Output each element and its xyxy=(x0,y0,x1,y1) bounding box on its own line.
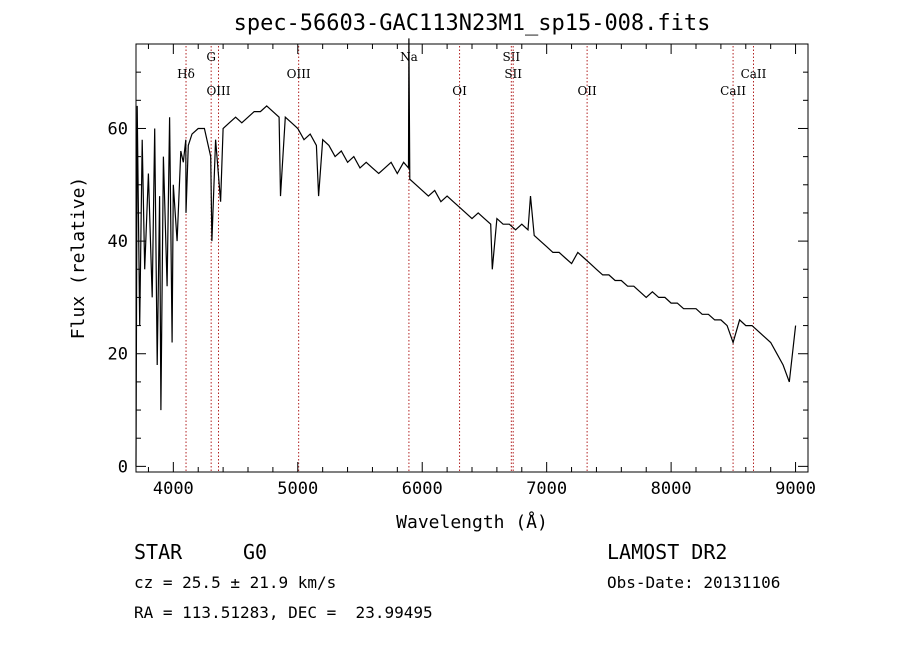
y-axis-label: Flux (relative) xyxy=(68,177,89,340)
line-marker-label: CaII xyxy=(720,84,746,98)
line-marker-label: OII xyxy=(577,84,597,98)
y-tick-label: 40 xyxy=(108,232,128,252)
ra-dec: RA = 113.51283, DEC = 23.99495 xyxy=(134,603,433,622)
chart-title: spec-56603-GAC113N23M1_sp15-008.fits xyxy=(234,11,711,36)
y-tick-label: 60 xyxy=(108,119,128,139)
object-subclass: G0 xyxy=(243,540,268,564)
x-tick-label: 7000 xyxy=(526,479,567,499)
line-marker-label: SII xyxy=(502,50,520,64)
line-marker-label: SII xyxy=(504,67,522,81)
y-tick-label: 20 xyxy=(108,345,128,365)
axis-ticks: 4000 5000 6000 7000 8000 9000 0 20 40 60 xyxy=(108,44,816,499)
spectrum-line xyxy=(135,38,797,467)
line-marker-label: OIII xyxy=(206,84,230,98)
object-class: STAR xyxy=(134,540,183,564)
redshift-text: cz = 25.5 ± 21.9 km/s xyxy=(134,573,337,592)
x-tick-label: 5000 xyxy=(277,479,318,499)
plot-frame xyxy=(135,43,809,473)
x-axis-label: Wavelength (Å) xyxy=(396,511,548,533)
line-marker-label: Hδ xyxy=(177,67,195,81)
x-tick-label: 6000 xyxy=(402,479,443,499)
line-marker-label: CaII xyxy=(741,67,767,81)
line-marker-label: OIII xyxy=(287,67,311,81)
x-tick-label: 8000 xyxy=(651,479,692,499)
line-marker-label: OI xyxy=(452,84,467,98)
spectrum-chart: spec-56603-GAC113N23M1_sp15-008.fits Hδ G… xyxy=(68,11,816,533)
survey-name: LAMOST DR2 xyxy=(607,540,728,564)
y-tick-label: 0 xyxy=(118,457,128,477)
obs-date: Obs-Date: 20131106 xyxy=(607,573,781,592)
line-marker-label: G xyxy=(206,50,216,64)
x-tick-label: 9000 xyxy=(775,479,816,499)
x-tick-label: 4000 xyxy=(153,479,194,499)
